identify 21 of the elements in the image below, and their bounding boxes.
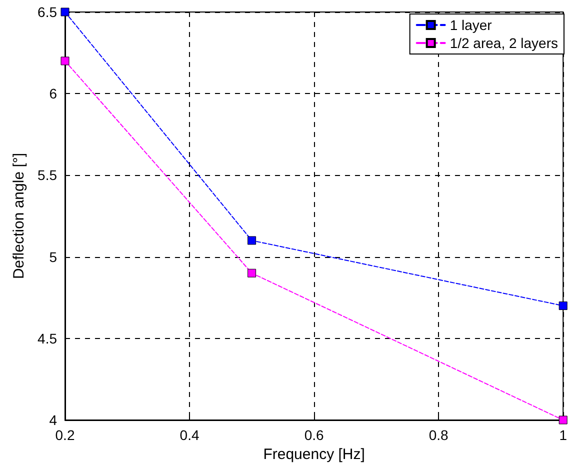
x-axis-title: Frequency [Hz] [263, 446, 365, 463]
y-tick-label: 4.5 [38, 330, 58, 346]
point [558, 416, 568, 424]
point [60, 8, 70, 16]
y-tick-label: 5 [49, 248, 58, 265]
x-tick-label: 1 [559, 427, 568, 443]
x-tick-label: 0.4 [180, 427, 200, 443]
point [60, 56, 70, 66]
y-tick-label: 5.5 [38, 167, 58, 184]
legend-label: 1 layer [450, 17, 492, 33]
point [248, 268, 256, 278]
legend-label: 1/2 area, 2 layers [450, 35, 558, 51]
x-tick-label: 0.8 [428, 427, 449, 443]
x-tick-label: 0.6 [304, 427, 324, 443]
y-tick-label: 6 [49, 86, 58, 102]
x-tick-label: 0.2 [55, 427, 75, 443]
y-axis-title: Deflection angle [°] [10, 152, 28, 280]
point [248, 236, 256, 245]
y-tick-label: 6.5 [38, 4, 58, 20]
point [558, 302, 568, 310]
y-tick-label: 4 [49, 412, 58, 428]
